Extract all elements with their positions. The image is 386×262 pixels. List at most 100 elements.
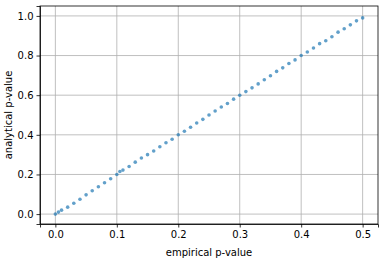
point <box>109 177 113 181</box>
point <box>226 102 230 106</box>
axis-line <box>41 225 379 228</box>
grid-line <box>40 174 378 175</box>
point <box>140 156 144 160</box>
tick: 0.0 <box>18 209 40 220</box>
point <box>146 153 150 157</box>
tick-label: 1.0 <box>18 11 34 22</box>
point <box>349 23 353 27</box>
point <box>312 46 316 50</box>
point <box>336 30 340 34</box>
point <box>176 133 180 137</box>
point <box>201 118 205 122</box>
tick: 0.2 <box>171 224 187 240</box>
point <box>97 185 101 189</box>
tick-mark <box>37 135 41 136</box>
point <box>164 141 168 145</box>
point <box>152 149 156 153</box>
grid-line <box>40 15 378 16</box>
point <box>115 173 119 177</box>
tick-mark <box>55 224 56 228</box>
point <box>78 197 82 201</box>
grid-line <box>40 95 378 96</box>
point <box>281 66 285 70</box>
tick-label: 0.3 <box>232 229 248 240</box>
grid-line <box>40 134 378 135</box>
tick-label: 0.5 <box>355 229 371 240</box>
point <box>90 189 94 193</box>
point <box>244 90 248 94</box>
point <box>324 39 328 43</box>
point <box>275 70 279 74</box>
tick-mark <box>37 95 41 96</box>
tick: 1.0 <box>18 11 40 22</box>
tick: 0.4 <box>18 130 40 141</box>
point <box>170 137 174 141</box>
point <box>299 54 303 58</box>
tick-mark <box>37 16 41 17</box>
points <box>54 16 365 216</box>
tick-mark <box>37 174 41 175</box>
tick: 0.4 <box>294 224 310 240</box>
grid-line <box>40 214 378 215</box>
tick-mark <box>117 224 118 228</box>
grid-line <box>178 6 179 224</box>
tick-mark <box>301 224 302 228</box>
point <box>232 97 236 101</box>
point <box>121 168 125 172</box>
tick: 0.1 <box>109 224 125 240</box>
point <box>219 105 223 109</box>
tick: 0.0 <box>48 224 64 240</box>
tick-label: 0.4 <box>18 130 34 141</box>
point <box>213 109 217 113</box>
tick-mark <box>178 224 179 228</box>
point <box>118 170 122 174</box>
point <box>207 113 211 117</box>
grid-line <box>55 6 56 224</box>
y-axis: 0.0 0.2 0.4 0.6 0.8 1.0 <box>18 7 41 225</box>
tick: 0.8 <box>18 50 40 61</box>
plot-area: 0.0 0.1 0.2 0.3 0.4 0.5 0.0 0.2 0.4 0.6 0.8 1.0 <box>18 6 379 240</box>
point <box>127 165 131 169</box>
point <box>355 19 359 23</box>
point <box>263 78 267 82</box>
grid-line <box>362 6 363 224</box>
point <box>256 82 260 86</box>
point <box>287 62 291 66</box>
tick: 0.3 <box>232 224 248 240</box>
point <box>293 58 297 62</box>
point <box>60 208 64 212</box>
point <box>342 27 346 31</box>
x-axis-title: empirical p-value <box>166 247 253 258</box>
point <box>330 35 334 39</box>
point <box>158 145 162 149</box>
grid-line <box>301 6 302 224</box>
y-axis-title: analytical p-value <box>3 71 14 160</box>
tick-mark <box>37 214 41 215</box>
frame <box>40 6 378 224</box>
point <box>183 129 187 133</box>
tick-mark <box>363 224 364 228</box>
tick-label: 0.4 <box>294 229 310 240</box>
tick-mark <box>240 224 241 228</box>
chart: 0.0 0.1 0.2 0.3 0.4 0.5 0.0 0.2 0.4 0.6 0.8 1.0 empi… <box>0 0 386 262</box>
point <box>133 160 137 164</box>
point <box>361 16 365 20</box>
tick-label: 0.2 <box>171 229 187 240</box>
tick-label: 0.2 <box>18 169 34 180</box>
point <box>238 93 242 97</box>
point <box>103 181 107 185</box>
tick: 0.6 <box>18 90 40 101</box>
grid-line <box>116 6 117 224</box>
point <box>318 42 322 46</box>
tick-label: 0.8 <box>18 50 34 61</box>
point <box>189 125 193 129</box>
point <box>54 212 58 216</box>
tick-label: 0.0 <box>48 229 64 240</box>
x-axis: 0.0 0.1 0.2 0.3 0.4 0.5 <box>41 224 379 240</box>
grid-line <box>239 6 240 224</box>
grid-line <box>40 55 378 56</box>
point <box>250 86 254 90</box>
point <box>72 201 76 205</box>
point <box>57 210 61 214</box>
point <box>66 205 70 209</box>
